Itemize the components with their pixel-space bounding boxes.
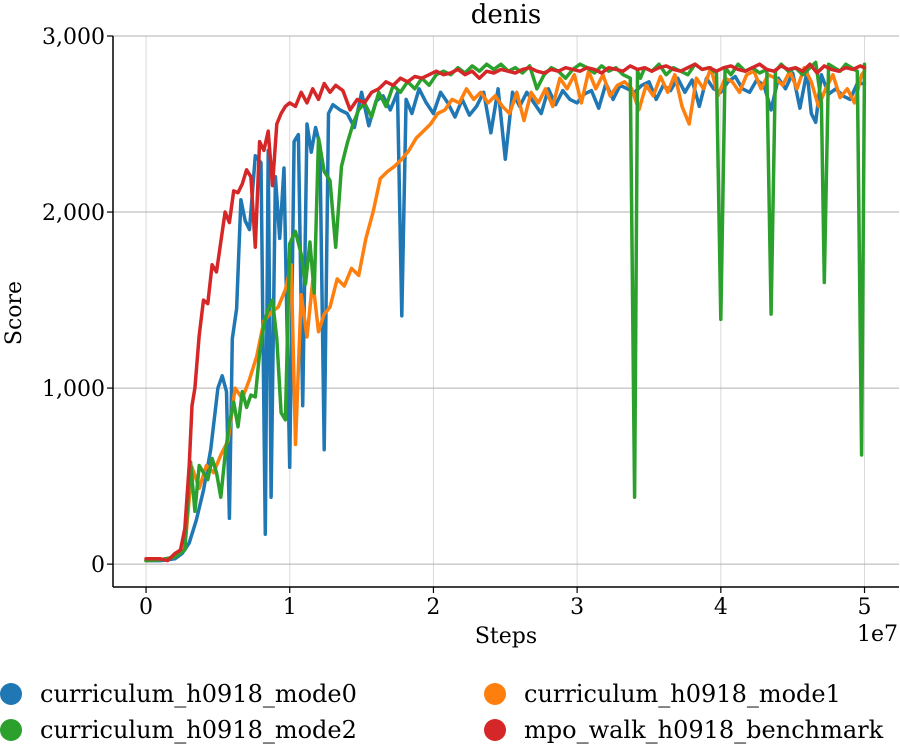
legend-swatch — [0, 719, 22, 741]
y-axis-label: Score — [2, 281, 27, 345]
x-tick-label: 4 — [714, 595, 728, 620]
x-tick-label: 5 — [858, 595, 872, 620]
y-tick-label: 2,000 — [42, 201, 105, 226]
legend-label: mpo_walk_h0918_benchmark — [524, 716, 884, 744]
series-line-curriculum-h0918-mode1 — [144, 65, 867, 563]
legend-swatch — [484, 683, 506, 705]
x-axis-scale-label: 1e7 — [857, 622, 898, 647]
x-tick-label: 3 — [570, 595, 584, 620]
line-chart: 0 1 2 3 4 5 0 1,000 2,000 3,000 denis Steps Score… — [2, 0, 899, 649]
legend-item-curriculum-h0918-mode2: curriculum_h0918_mode2 — [0, 716, 357, 744]
legend: curriculum_h0918_mode0 curriculum_h0918_m… — [0, 674, 900, 750]
legend-label: curriculum_h0918_mode1 — [524, 680, 841, 708]
x-axis-label: Steps — [475, 624, 537, 649]
series-line-curriculum-h0918-mode0 — [144, 69, 867, 563]
y-tick-label: 3,000 — [42, 25, 105, 50]
x-tick-label: 2 — [426, 595, 440, 620]
axes — [112, 36, 899, 588]
legend-swatch — [0, 683, 22, 705]
legend-item-curriculum-h0918-mode1: curriculum_h0918_mode1 — [484, 680, 841, 708]
x-tick-label: 1 — [283, 595, 297, 620]
legend-swatch — [484, 719, 506, 741]
legend-item-curriculum-h0918-mode0: curriculum_h0918_mode0 — [0, 680, 357, 708]
legend-label: curriculum_h0918_mode0 — [40, 680, 357, 708]
series-line-mpo-walk-h0918-benchmark — [144, 62, 867, 563]
series-line-curriculum-h0918-mode2 — [144, 60, 867, 563]
tick-labels: 0 1 2 3 4 5 0 1,000 2,000 3,000 — [42, 25, 871, 620]
legend-label: curriculum_h0918_mode2 — [40, 716, 357, 744]
y-tick-label: 0 — [91, 553, 105, 578]
x-tick-label: 0 — [139, 595, 153, 620]
legend-item-mpo-walk-h0918-benchmark: mpo_walk_h0918_benchmark — [484, 716, 883, 744]
series-lines — [144, 60, 867, 563]
chart-title: denis — [471, 0, 541, 30]
y-tick-label: 1,000 — [42, 377, 105, 402]
